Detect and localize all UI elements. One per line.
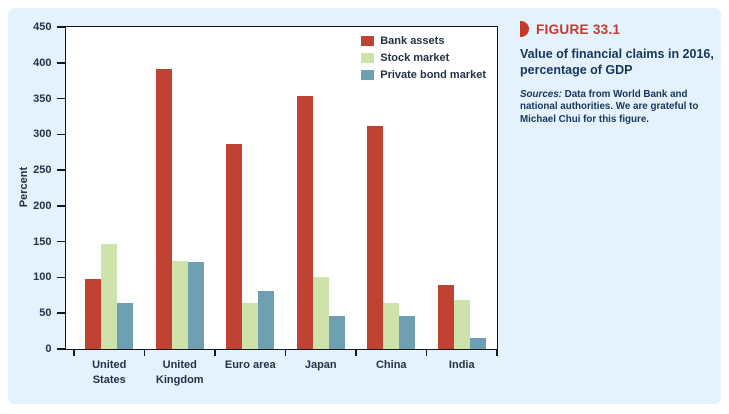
x-axis-tick (355, 349, 357, 356)
bar-private-bond-market (258, 291, 275, 349)
y-axis-tick: 100 (33, 271, 65, 283)
x-axis-label-china: China (375, 359, 407, 371)
bar-private-bond-market (399, 316, 416, 349)
legend-swatch-icon (361, 36, 375, 46)
y-axis-tick: 250 (33, 164, 65, 176)
bar-private-bond-market (328, 316, 345, 349)
figure-title: Value of financial claims in 2016, perce… (520, 47, 714, 78)
bar-stock-market (383, 302, 400, 349)
sources-label: Sources: (520, 88, 562, 100)
legend-label: Stock market (380, 52, 450, 64)
bar-bank-assets (437, 284, 454, 349)
figure-card: Percent 0 50 100 150 200 250 300 350 400 450 Unit… (8, 8, 721, 404)
x-axis-label-united-states: United States (92, 359, 127, 386)
bar-group-china (356, 27, 427, 349)
y-axis-tick-label: 400 (33, 56, 52, 69)
x-axis-label-india: India (448, 359, 475, 371)
bar-bank-assets (226, 143, 243, 349)
bar-group-united-kingdom (145, 27, 216, 349)
plot-area: Percent 0 50 100 150 200 250 300 350 400 450 Unit… (18, 21, 498, 386)
x-axis-tick (73, 349, 75, 356)
y-axis-tick-label: 450 (33, 21, 52, 33)
figure-heading: FIGURE 33.1 (520, 21, 720, 37)
legend-item-bank-assets: Bank assets (361, 35, 486, 47)
y-axis-tick: 400 (33, 57, 65, 69)
bar-group-india (427, 27, 498, 349)
y-axis-tick-label: 200 (33, 199, 52, 212)
x-axis-tick (214, 349, 216, 356)
legend-item-stock-market: Stock market (361, 52, 486, 64)
x-axis-label-euro-area: Euro area (224, 359, 276, 371)
y-axis-tick: 150 (33, 236, 65, 248)
legend: Bank assets Stock market Private bond mark… (361, 35, 486, 81)
figure-number: FIGURE 33.1 (536, 21, 621, 37)
bar-stock-market (453, 299, 470, 349)
legend-swatch-icon (361, 53, 375, 63)
y-axis-tick-label: 150 (33, 235, 52, 248)
bar-stock-market (101, 243, 118, 349)
bar-bank-assets (367, 126, 384, 349)
y-axis-tick: 300 (33, 128, 65, 140)
y-axis-tick-label: 100 (33, 271, 52, 284)
y-axis-tick-label: 350 (33, 92, 52, 105)
y-axis-tick: 450 (33, 21, 65, 33)
y-axis-tick-label: 50 (39, 307, 52, 320)
x-axis-tick (425, 349, 428, 356)
y-axis-tick: 350 (33, 93, 65, 105)
y-axis-tick-label: 0 (45, 343, 52, 355)
y-axis-tick: 0 (45, 343, 65, 355)
figure-marker-icon (520, 21, 529, 37)
bar-group-euro-area (215, 27, 286, 349)
bar-group-japan (286, 27, 357, 349)
x-axis-tick (284, 349, 287, 356)
bar-stock-market (312, 277, 329, 349)
y-axis-tick: 50 (39, 307, 65, 319)
bar-stock-market (171, 261, 188, 349)
bar-groups (66, 27, 497, 349)
bar-stock-market (242, 303, 259, 349)
y-axis-tick: 200 (33, 200, 65, 212)
figure-sources: Sources: Data from World Bank and nation… (520, 89, 720, 128)
sources-text: Data from World Bank and national author… (520, 88, 699, 126)
legend-swatch-icon (361, 70, 375, 80)
bar-private-bond-market (469, 338, 486, 349)
legend-label: Bank assets (380, 35, 445, 47)
bar-bank-assets (155, 68, 172, 349)
legend-label: Private bond market (380, 69, 486, 81)
bar-group-united-states (74, 27, 145, 349)
x-axis-label-japan: Japan (304, 359, 337, 371)
y-axis-title: Percent (18, 166, 30, 208)
x-axis-tick (496, 349, 498, 356)
x-axis-label-united-kingdom: United Kingdom (155, 359, 204, 386)
bar-private-bond-market (117, 302, 134, 349)
x-axis-tick (143, 349, 146, 356)
y-axis-tick-label: 300 (33, 128, 52, 141)
y-axis-tick-label: 250 (33, 164, 52, 177)
figure-caption-panel: FIGURE 33.1 Value of financial claims in… (520, 21, 720, 127)
bar-private-bond-market (187, 262, 204, 349)
bar-bank-assets (85, 278, 102, 349)
bar-bank-assets (296, 96, 313, 349)
legend-item-private-bond-market: Private bond market (361, 69, 486, 81)
